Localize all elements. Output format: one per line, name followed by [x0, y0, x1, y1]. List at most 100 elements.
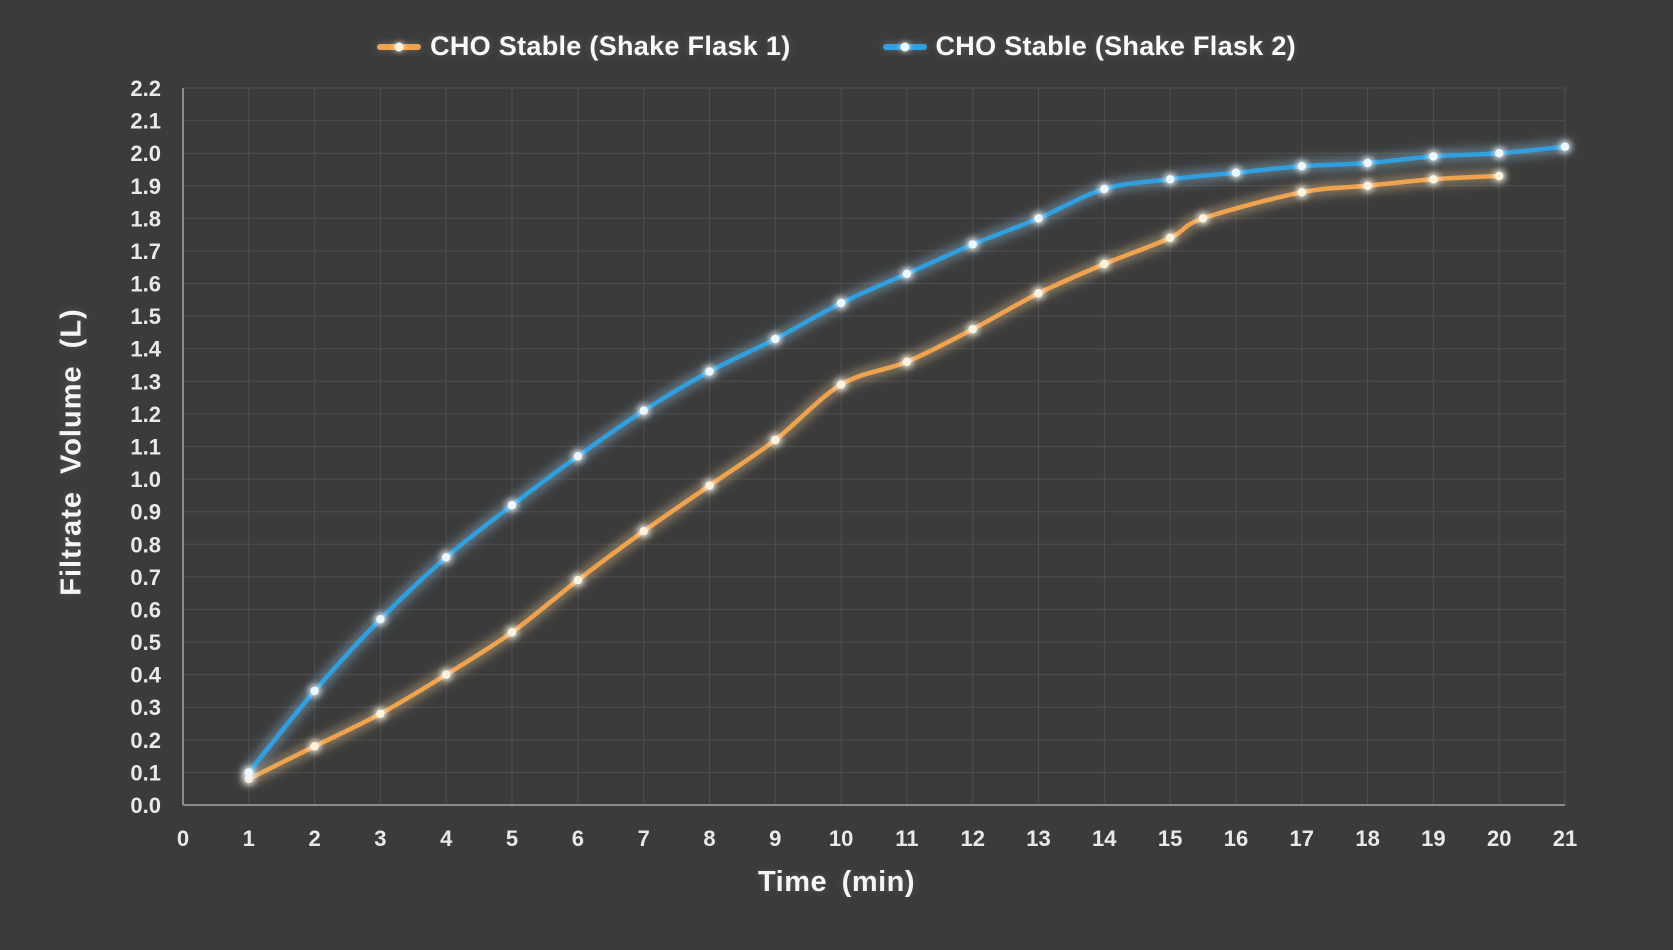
series-flask2: [242, 140, 1572, 779]
legend-marker-flask1-line: [377, 42, 422, 51]
x-tick-label: 2: [308, 826, 320, 851]
y-tick-label: 1.0: [130, 467, 161, 492]
data-point-marker: [968, 240, 977, 249]
y-tick-label: 1.6: [130, 272, 161, 297]
data-point-marker: [1165, 233, 1175, 243]
y-tick-label: 0.4: [130, 663, 161, 688]
gridlines: [183, 87, 1566, 805]
data-point-marker: [507, 501, 517, 510]
legend-item-flask2: CHO Stable (Shake Flask 2): [882, 31, 1296, 62]
data-point-marker: [1100, 184, 1109, 194]
data-point-marker: [639, 527, 648, 536]
y-tick-label: 0.9: [130, 500, 161, 525]
data-point-marker: [310, 686, 319, 696]
y-tick-label: 1.9: [130, 174, 161, 199]
y-tick-labels: 0.0 0.1 0.2 0.3 0.4 0.5 0.6 0.7 0.8 0.9 1.0 1.1 1.2 1…: [130, 76, 161, 818]
y-tick-label: 1.1: [130, 435, 161, 460]
data-point-marker: [836, 380, 846, 389]
series-line-glow: [242, 169, 1506, 786]
data-point-marker: [376, 709, 385, 718]
data-point-marker: [1363, 158, 1372, 168]
data-point-marker: [442, 553, 451, 562]
data-point-marker: [1165, 175, 1175, 184]
x-tick-label: 0: [177, 826, 189, 851]
data-point-marker: [639, 406, 648, 415]
legend-marker-flask2-dot: [900, 42, 909, 51]
y-tick-label: 2.1: [130, 109, 161, 134]
data-point-marker: [1297, 162, 1307, 171]
y-tick-label: 0.0: [130, 793, 161, 818]
y-tick-label: 0.8: [130, 532, 161, 557]
legend-marker-flask2-line: [882, 42, 927, 51]
data-point-marker: [1495, 149, 1504, 158]
x-tick-label: 16: [1224, 826, 1248, 851]
data-point-marker: [244, 768, 253, 777]
y-tick-label: 0.1: [130, 760, 161, 785]
y-tick-label: 0.7: [130, 565, 161, 590]
x-axis-title: Time (min): [757, 866, 916, 898]
y-tick-label: 1.2: [130, 402, 161, 427]
x-tick-label: 14: [1092, 826, 1117, 851]
data-point-marker: [771, 334, 780, 344]
x-tick-label: 20: [1487, 826, 1511, 851]
legend-label-flask1: CHO Stable (Shake Flask 1): [430, 31, 791, 61]
y-tick-label: 0.5: [130, 630, 161, 655]
data-point-marker: [1429, 175, 1438, 184]
data-point-marker: [310, 742, 319, 751]
y-tick-label: 1.3: [130, 369, 161, 394]
legend-label-flask2: CHO Stable (Shake Flask 2): [935, 31, 1296, 61]
x-tick-label: 15: [1158, 826, 1182, 851]
y-tick-label: 1.4: [130, 337, 161, 362]
x-tick-label: 4: [440, 826, 453, 851]
legend-marker-flask1-dot: [394, 42, 404, 51]
data-point-marker: [507, 628, 517, 637]
x-tick-label: 13: [1026, 826, 1050, 851]
data-point-marker: [1034, 289, 1043, 298]
data-point-marker: [1495, 171, 1504, 181]
data-point-marker: [1297, 188, 1307, 197]
x-tick-label: 7: [638, 826, 650, 851]
x-tick-label: 3: [374, 826, 386, 851]
x-tick-label: 9: [769, 826, 781, 851]
y-axis-title: Filtrate Volume (L): [55, 308, 88, 596]
x-tick-label: 8: [703, 826, 715, 851]
x-tick-label: 5: [506, 826, 518, 851]
x-tick-label: 6: [572, 826, 584, 851]
data-point-marker: [968, 325, 977, 334]
x-tick-label: 18: [1355, 826, 1379, 851]
data-point-marker: [1034, 214, 1043, 223]
data-point-marker: [705, 367, 714, 376]
data-point-marker: [1429, 152, 1438, 161]
series-line: [246, 173, 1502, 782]
y-tick-label: 0.3: [130, 695, 161, 720]
x-tick-label: 21: [1553, 826, 1577, 851]
x-tick-label: 12: [960, 826, 984, 851]
y-tick-label: 2.2: [130, 76, 161, 101]
data-point-marker: [902, 357, 912, 366]
data-point-marker: [836, 298, 846, 308]
data-point-marker: [1100, 259, 1109, 269]
data-point-marker: [1198, 214, 1208, 223]
data-point-marker: [1231, 168, 1241, 177]
data-point-marker: [705, 481, 714, 490]
y-tick-label: 2.0: [130, 141, 161, 166]
chart-legend: CHO Stable (Shake Flask 1) CHO Stable (S…: [0, 31, 1673, 62]
x-tick-label: 17: [1290, 826, 1314, 851]
data-point-marker: [902, 269, 912, 278]
series-flask1: [242, 169, 1506, 786]
y-tick-label: 1.8: [130, 206, 161, 231]
x-tick-label: 11: [895, 826, 918, 851]
data-point-marker: [1560, 142, 1570, 151]
axes: [182, 88, 1565, 806]
y-tick-label: 0.6: [130, 598, 161, 623]
x-tick-label: 1: [243, 826, 255, 851]
x-tick-label: 10: [829, 826, 853, 851]
data-point-marker: [442, 670, 451, 679]
data-point-marker: [573, 452, 583, 461]
y-tick-label: 1.5: [130, 304, 161, 329]
data-point-marker: [573, 575, 583, 585]
legend-item-flask1: CHO Stable (Shake Flask 1): [377, 31, 790, 62]
y-tick-label: 0.2: [130, 728, 161, 753]
